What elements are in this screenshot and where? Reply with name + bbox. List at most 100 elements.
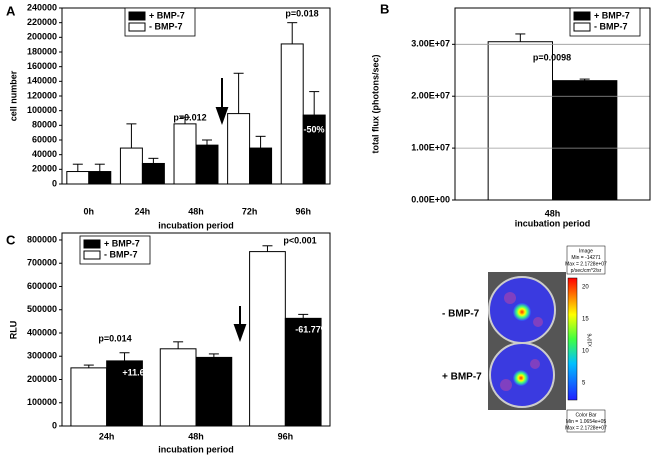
bar (141, 162, 165, 185)
y-tick-label: 60000 (32, 134, 57, 144)
bar (487, 41, 553, 201)
annotation: p=0.0098 (533, 52, 571, 62)
bar (88, 171, 112, 185)
bar (159, 348, 197, 427)
y-tick-label: 20000 (32, 164, 57, 174)
colorbar-tick-label: 20 (582, 285, 589, 291)
panel-label: B (380, 1, 389, 16)
y-tick-label: 220000 (27, 17, 57, 27)
colorbar-tick-label: 15 (582, 317, 589, 323)
x-tick-label: 0h (84, 206, 95, 216)
info-text: Max = 2.1728e+07 (565, 425, 607, 431)
y-tick-label: 1.00E+07 (411, 142, 450, 152)
x-tick-label: 72h (242, 206, 258, 216)
annotation: p=0.014 (98, 333, 131, 343)
legend-label: - BMP-7 (594, 21, 628, 31)
colorbar-tick-label: 10 (582, 349, 589, 355)
y-tick-label: 700000 (27, 258, 57, 268)
y-tick-label: 300000 (27, 351, 57, 361)
y-tick-label: 160000 (27, 61, 57, 71)
colorbar-unit: x10^6 (587, 333, 593, 346)
x-tick-label: 96h (295, 206, 311, 216)
panel-label: C (6, 232, 16, 247)
x-axis-label: incubation period (158, 220, 234, 230)
bar (249, 251, 286, 427)
legend-swatch (83, 239, 101, 249)
legend-swatch (573, 11, 591, 21)
x-tick-label: 96h (278, 431, 294, 441)
y-tick-label: 800000 (27, 234, 57, 244)
x-tick-label: 24h (99, 431, 115, 441)
info-text: Max = 2.1728e+07 (565, 261, 607, 267)
y-tick-label: 140000 (27, 76, 57, 86)
y-axis-label: total flux (photons/sec) (370, 54, 380, 153)
bar (119, 147, 143, 185)
annotation: +11.63% (122, 367, 157, 377)
bar (195, 356, 233, 427)
bar (280, 43, 304, 185)
y-tick-label: 100000 (27, 105, 57, 115)
plot-frame (454, 7, 651, 201)
info-text: Image (579, 248, 593, 254)
bar (106, 360, 143, 427)
bar (173, 123, 197, 185)
plot-frame (61, 7, 331, 185)
y-tick-label: 240000 (27, 2, 57, 12)
annotation: p=0.012 (173, 112, 206, 122)
y-tick-label: 200000 (27, 32, 57, 42)
image-label: + BMP-7 (442, 372, 482, 383)
bar (70, 367, 108, 427)
image-label: - BMP-7 (442, 309, 480, 320)
legend-label: + BMP-7 (104, 238, 140, 248)
y-tick-label: 600000 (27, 281, 57, 291)
y-tick-label: 500000 (27, 304, 57, 314)
colorbar-tick-label: 5 (582, 381, 586, 387)
y-axis-label: RLU (8, 321, 18, 340)
y-tick-label: 40000 (32, 149, 57, 159)
annotation: p=0.018 (285, 8, 318, 18)
legend-swatch (128, 11, 146, 21)
y-tick-label: 0 (52, 178, 57, 188)
x-tick-label: 48h (188, 431, 204, 441)
panel-label: A (6, 3, 16, 18)
x-axis-label: incubation period (158, 444, 234, 454)
x-tick-label: 24h (135, 206, 151, 216)
legend-label: - BMP-7 (104, 249, 138, 259)
arrow (215, 78, 247, 342)
y-tick-label: 180000 (27, 46, 57, 56)
annotation: -50% (303, 124, 324, 134)
annotation: -61.77% (295, 324, 329, 334)
bar (284, 317, 322, 427)
y-tick-label: 120000 (27, 90, 57, 100)
y-tick-label: 200000 (27, 374, 57, 384)
bar (195, 144, 219, 185)
info-text: p/sec/cm^2/sr (571, 268, 602, 274)
annotation: p<0.001 (283, 235, 316, 245)
y-tick-label: 0 (52, 420, 57, 430)
legend-label: - BMP-7 (149, 21, 183, 31)
x-axis-label: incubation period (515, 218, 591, 228)
legend-swatch (128, 22, 146, 32)
y-tick-label: 3.00E+07 (411, 39, 450, 49)
legend-swatch (573, 22, 591, 32)
legend-label: + BMP-7 (149, 10, 185, 20)
info-text: Color Bar (575, 412, 596, 418)
bioluminescence-image (488, 245, 606, 433)
y-tick-label: 2.00E+07 (411, 91, 450, 101)
x-tick-label: 48h (188, 206, 204, 216)
y-tick-label: 80000 (32, 120, 57, 130)
y-tick-label: 400000 (27, 327, 57, 337)
info-text: Min = 1.0654e+05 (566, 419, 607, 425)
y-tick-label: 0.00E+00 (411, 194, 450, 204)
legend-swatch (83, 250, 101, 260)
y-axis-label: cell number (8, 70, 18, 121)
info-text: Min = -14271 (571, 255, 601, 261)
bar (66, 171, 90, 185)
bar (249, 147, 273, 185)
bar (227, 113, 251, 185)
bar (552, 80, 618, 201)
y-tick-label: 100000 (27, 397, 57, 407)
x-tick-label: 48h (545, 208, 561, 218)
plot-frame (61, 232, 331, 427)
